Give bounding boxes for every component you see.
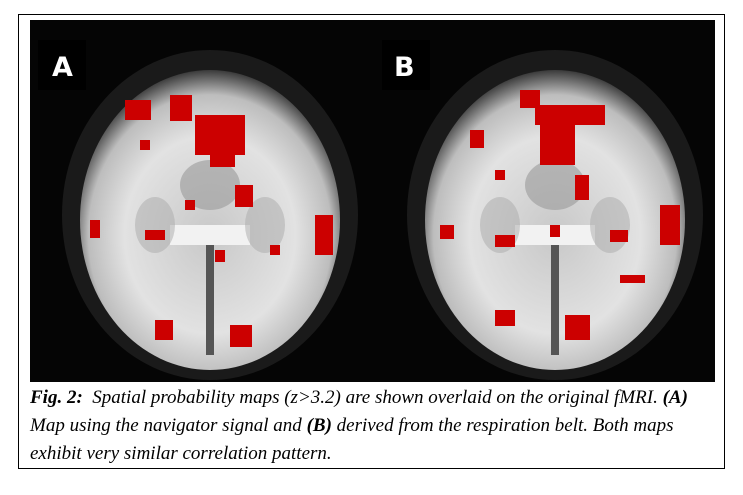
panel-label: A xyxy=(52,52,73,83)
page: A B Fig. 2: Spatial probability maps (z>… xyxy=(0,0,743,495)
panel-ref: (A) xyxy=(663,387,688,408)
caption: Fig. 2: Spatial probability maps (z>3.2)… xyxy=(30,384,720,468)
caption-text: Map using the navigator signal and xyxy=(30,415,302,436)
brain-b xyxy=(407,50,703,380)
figure-label: Fig. 2: xyxy=(30,387,83,408)
caption-text: Spatial probability maps (z>3.2) are sho… xyxy=(92,387,658,408)
figure-images: A B xyxy=(30,20,715,382)
panel-ref: (B) xyxy=(307,415,332,436)
panel-label: B xyxy=(394,52,415,83)
brain-a xyxy=(62,50,358,380)
